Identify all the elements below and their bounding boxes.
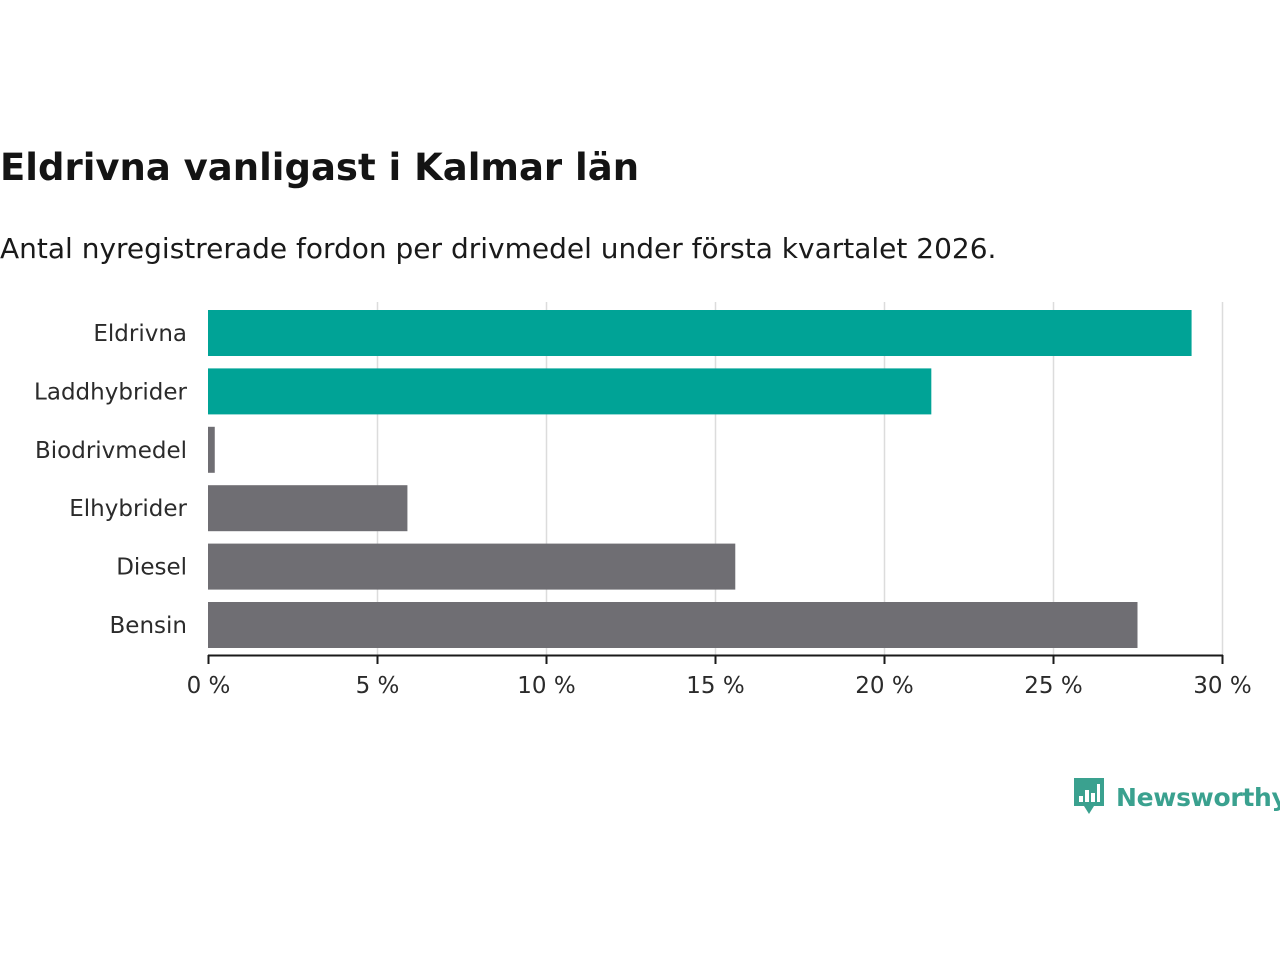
x-tick-label: 0 %	[187, 673, 231, 699]
category-label: Biodrivmedel	[35, 438, 187, 464]
chart-title: Eldrivna vanligast i Kalmar län	[0, 146, 640, 189]
category-labels: Eldrivna Laddhybrider Biodrivmedel Elhybrid…	[34, 321, 187, 639]
bar-laddhybrider[interactable]	[208, 368, 932, 415]
x-tick-label: 20 %	[855, 673, 913, 699]
bars	[208, 310, 1192, 648]
x-tick-label: 25 %	[1024, 673, 1082, 699]
x-tick-label: 30 %	[1193, 673, 1251, 699]
bar-bensin[interactable]	[208, 602, 1138, 648]
grid-lines	[376, 302, 1224, 655]
newsworthy-logo[interactable]: Newsworthy	[1072, 776, 1280, 818]
bar-elhybrider[interactable]	[208, 485, 408, 532]
category-label: Diesel	[116, 555, 187, 581]
x-tick-label: 15 %	[686, 673, 744, 699]
chart-subtitle: Antal nyregistrerade fordon per drivmede…	[0, 232, 997, 265]
category-label: Laddhybrider	[34, 379, 187, 405]
newsworthy-logo-icon	[1074, 778, 1104, 814]
x-tick-label: 5 %	[356, 673, 400, 699]
bar-biodrivmedel[interactable]	[208, 426, 215, 473]
category-label: Eldrivna	[93, 321, 187, 347]
x-axis: 0 % 5 % 10 % 15 % 20 % 25 % 30 %	[187, 654, 1252, 699]
category-label: Bensin	[110, 613, 187, 639]
bar-diesel[interactable]	[208, 543, 736, 590]
category-label: Elhybrider	[69, 496, 187, 522]
newsworthy-logo-text: Newsworthy	[1116, 782, 1280, 812]
bar-eldrivna[interactable]	[208, 310, 1192, 356]
x-tick-label: 10 %	[517, 673, 575, 699]
